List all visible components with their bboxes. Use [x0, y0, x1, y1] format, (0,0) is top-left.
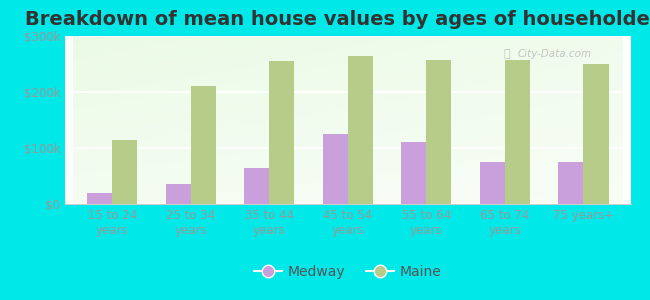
Bar: [558, 162, 584, 204]
Bar: [322, 134, 348, 204]
Legend: Medway, Maine: Medway, Maine: [249, 259, 447, 284]
Bar: [505, 59, 530, 204]
Bar: [87, 193, 112, 204]
Bar: [401, 142, 426, 204]
Text: City-Data.com: City-Data.com: [517, 50, 592, 59]
Bar: [348, 56, 373, 204]
Bar: [244, 168, 269, 204]
Bar: [584, 64, 608, 204]
Bar: [166, 184, 190, 204]
Bar: [426, 59, 452, 204]
Bar: [112, 140, 137, 204]
Title: Breakdown of mean house values by ages of householders: Breakdown of mean house values by ages o…: [25, 10, 650, 29]
Bar: [269, 61, 294, 204]
Text: ⓘ: ⓘ: [503, 50, 510, 59]
Bar: [190, 86, 216, 204]
Bar: [480, 162, 505, 204]
